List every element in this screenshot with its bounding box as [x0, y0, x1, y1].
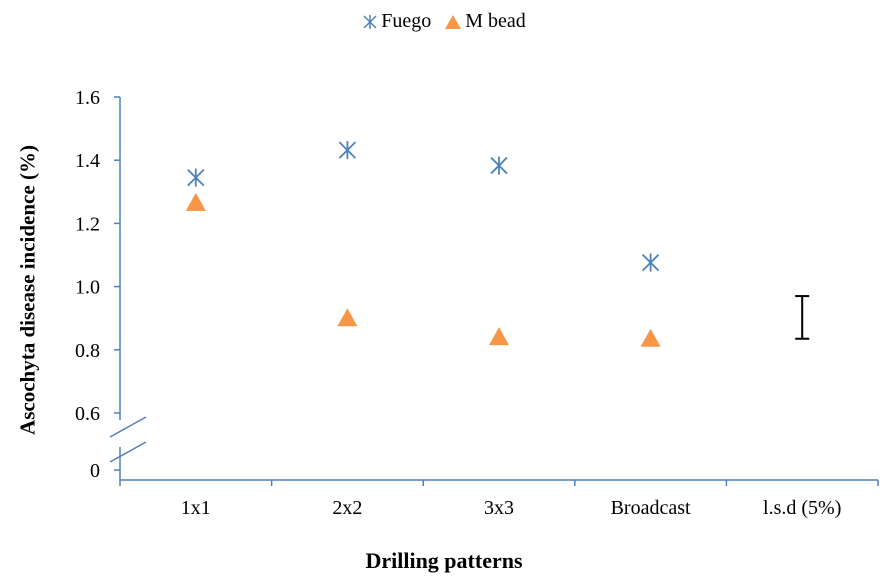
y-tick-label: 1.2	[75, 213, 100, 235]
data-point-fuego	[338, 141, 357, 160]
legend-label-fuego: Fuego	[381, 10, 432, 32]
data-point-fuego	[187, 168, 205, 187]
axis-break-mark-lower	[109, 441, 147, 463]
axis-break-mark-upper	[109, 416, 147, 438]
data-point-fuego	[490, 156, 508, 175]
data-point-m-bead	[337, 308, 358, 327]
data-point-m-bead	[640, 328, 661, 347]
asterisk-marker-icon	[363, 15, 377, 30]
y-tick-label: 0	[90, 460, 100, 482]
data-point-m-bead	[185, 192, 206, 211]
triangle-marker-icon	[445, 15, 462, 30]
y-tick-label: 0.6	[75, 403, 100, 425]
y-axis-title: Ascochyta disease incidence (%)	[15, 145, 40, 435]
data-point-m-bead	[489, 327, 509, 346]
x-tick-label: Broadcast	[611, 497, 691, 519]
y-tick-label: 1.6	[75, 87, 100, 109]
legend-label-m-bead: M bead	[465, 10, 526, 32]
x-tick-label: l.s.d (5%)	[763, 497, 841, 519]
legend-item-m-bead: M bead	[444, 10, 526, 33]
legend: Fuego M bead	[0, 10, 888, 33]
y-tick-label: 1.0	[75, 277, 100, 299]
y-tick-label: 1.4	[75, 150, 100, 172]
x-tick-label: 1x1	[181, 497, 211, 519]
x-axis-title: Drilling patterns	[365, 548, 523, 573]
x-tick-label: 2x2	[332, 497, 362, 519]
legend-item-fuego: Fuego	[362, 10, 431, 33]
x-tick-label: 3x3	[484, 497, 514, 519]
y-tick-label: 0.8	[75, 340, 100, 362]
data-point-fuego	[641, 253, 660, 272]
